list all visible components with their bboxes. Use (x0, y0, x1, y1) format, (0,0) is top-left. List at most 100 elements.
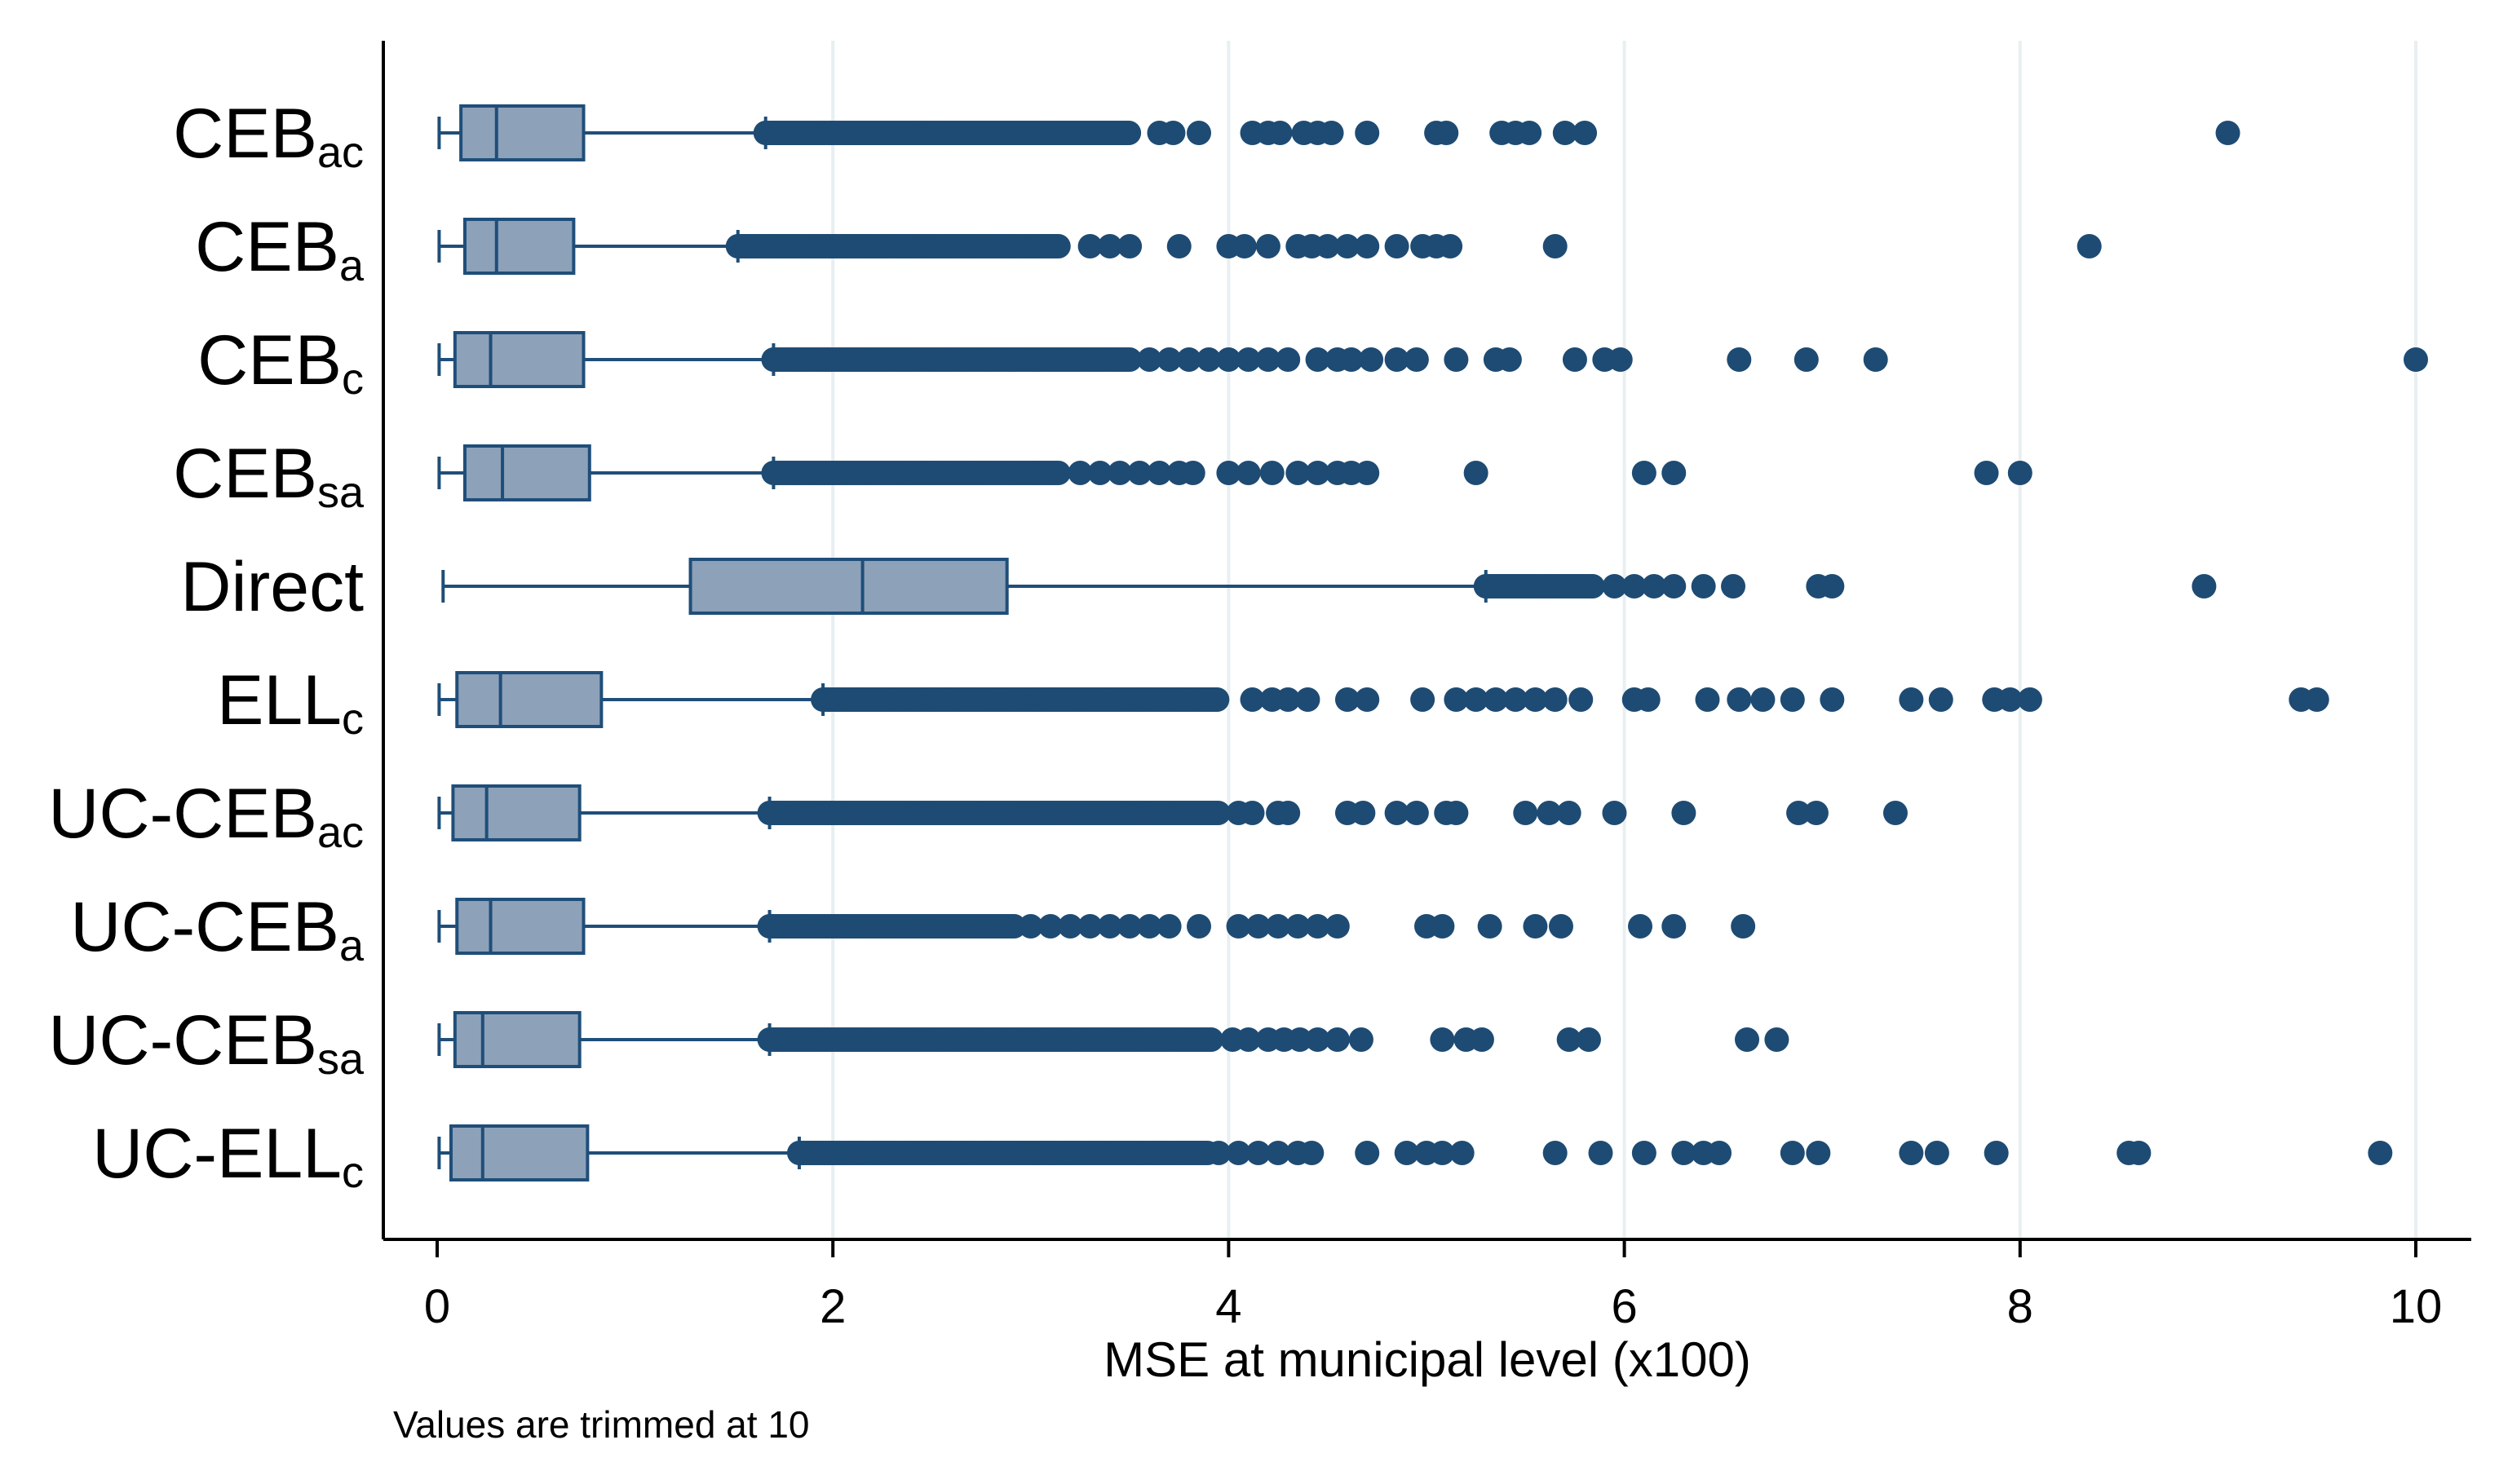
category-label: UC-CEBac (48, 775, 364, 857)
outlier-point (1523, 687, 1548, 712)
iqr-box (449, 1124, 590, 1181)
outlier-point (1469, 1027, 1494, 1052)
category-label: CEBa (195, 208, 365, 290)
outlier-point (1046, 234, 1071, 258)
outlier-point (1727, 347, 1752, 372)
outlier-point (1974, 461, 1999, 485)
outlier-point (1355, 1141, 1380, 1165)
x-tick-label: 0 (424, 1280, 450, 1333)
outlier-point (1444, 347, 1469, 372)
axes (382, 41, 2471, 1241)
outlier-point (1394, 1141, 1419, 1165)
iqr-box (688, 558, 1009, 615)
category-label: CEBac (173, 95, 364, 177)
iqr-box (453, 1011, 582, 1068)
outlier-point (1794, 347, 1819, 372)
category-label-subscript: c (342, 695, 364, 744)
outlier-point (1266, 1141, 1291, 1165)
outlier-point (1338, 347, 1364, 372)
box-UC-CEBac (437, 784, 1908, 841)
outlier-point (1117, 914, 1143, 939)
outlier-point (1449, 1141, 1475, 1165)
iqr-box (451, 784, 582, 841)
outlier-point (1355, 121, 1380, 145)
outlier-point (1137, 914, 1162, 939)
outlier-point (1556, 1027, 1581, 1052)
outlier-point (1483, 687, 1508, 712)
outlier-point (1117, 347, 1143, 372)
outlier-point (1127, 461, 1152, 485)
category-label: UC-CEBsa (48, 1001, 365, 1084)
outlier-point (1161, 121, 1186, 145)
outlier-point (1542, 1141, 1568, 1165)
outlier-point (1786, 801, 1811, 825)
outlier-point (1537, 801, 1562, 825)
outlier-point (1780, 1141, 1805, 1165)
outlier-point (1216, 347, 1241, 372)
category-label: CEBc (197, 321, 364, 404)
outlier-point (1621, 574, 1647, 598)
outlier-point (1187, 914, 1212, 939)
outlier-point (1984, 1141, 2009, 1165)
outlier-point (2304, 687, 2329, 712)
outlier-point (1410, 687, 1435, 712)
box-series (437, 104, 2428, 1181)
outlier-point (2404, 347, 2428, 372)
outlier-point (1266, 914, 1291, 939)
outlier-point (1334, 234, 1360, 258)
outlier-point (1325, 1027, 1350, 1052)
outlier-point (1430, 914, 1455, 939)
box-UC-ELLc (437, 1124, 2393, 1181)
box-CEBsa (437, 444, 2032, 501)
outlier-point (1997, 687, 2023, 712)
outlier-point (1463, 461, 1488, 485)
outlier-point (1319, 121, 1344, 145)
category-label-base: ELL (217, 661, 342, 740)
outlier-point (1924, 1141, 1949, 1165)
outlier-point (1117, 234, 1143, 258)
outlier-point (1820, 687, 1845, 712)
outlier-point (1803, 801, 1829, 825)
outlier-point (1735, 1027, 1760, 1052)
outlier-point (1236, 1027, 1261, 1052)
outlier-point (1764, 1027, 1789, 1052)
outlier-point (1863, 347, 1888, 372)
outlier-point (1641, 574, 1666, 598)
outlier-point (1255, 347, 1280, 372)
outlier-point (2077, 234, 2102, 258)
outlier-point (1384, 347, 1409, 372)
outlier-point (1602, 801, 1627, 825)
outlier-point (1276, 801, 1301, 825)
x-axis-ticks: 0 2 4 6 8 10 (424, 1239, 2442, 1333)
iqr-box (462, 218, 576, 275)
category-label: UC-CEBa (70, 888, 365, 970)
box-UC-CEBa (437, 898, 1756, 955)
outlier-point (1780, 687, 1805, 712)
category-label-subscript: sa (317, 468, 365, 517)
outlier-point (1523, 914, 1548, 939)
outlier-point (1107, 461, 1132, 485)
iqr-box (455, 671, 604, 728)
outlier-point (1305, 914, 1330, 939)
box-CEBc (437, 331, 2428, 388)
category-label: ELLc (217, 661, 364, 744)
outlier-point (1137, 347, 1162, 372)
outlier-point (1206, 1141, 1232, 1165)
outlier-point (1517, 121, 1542, 145)
outlier-point (1384, 234, 1409, 258)
outlier-point (1305, 461, 1330, 485)
outlier-point (1245, 914, 1271, 939)
outlier-point (1588, 1141, 1613, 1165)
outlier-point (1444, 687, 1469, 712)
outlier-point (1631, 461, 1656, 485)
category-label-subscript: ac (317, 128, 364, 177)
outlier-point (1285, 914, 1311, 939)
outlier-point (1695, 687, 1720, 712)
category-label-subscript: a (339, 921, 365, 970)
iqr-box (455, 898, 586, 955)
outlier-point (1180, 461, 1205, 485)
outlier-point (1236, 347, 1261, 372)
outlier-point (1384, 801, 1409, 825)
iqr-box (462, 444, 591, 501)
outlier-point (1348, 1027, 1373, 1052)
